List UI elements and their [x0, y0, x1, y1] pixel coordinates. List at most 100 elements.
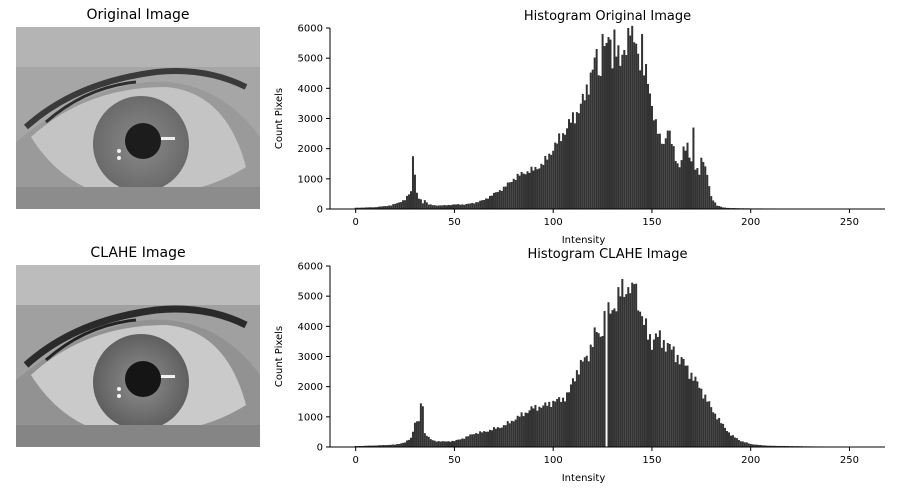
histogram-bar — [779, 445, 782, 447]
histogram-bar — [585, 84, 588, 209]
histogram-bar — [569, 384, 572, 447]
histogram-bar — [374, 445, 377, 447]
histogram-bar — [619, 296, 622, 447]
histogram-bar — [603, 46, 606, 210]
histogram-bar — [631, 282, 634, 447]
histogram-bar — [386, 445, 389, 447]
histogram-bar — [637, 310, 640, 447]
histogram-bar — [652, 339, 655, 447]
histogram-bar — [532, 408, 535, 447]
histogram-bar — [688, 157, 691, 209]
histogram-bar — [451, 440, 454, 447]
histogram-bar — [702, 161, 705, 209]
histogram-bar — [581, 93, 584, 209]
histogram-bar — [718, 417, 721, 447]
histogram-bar — [463, 204, 466, 209]
histogram-bar — [625, 294, 628, 447]
histogram-bar — [694, 169, 697, 209]
histogram-clahe-chart: Histogram CLAHE Image 0 50 100 150 200 250 0 100… — [274, 247, 885, 484]
histogram-bar — [562, 133, 565, 209]
histogram-bar — [607, 302, 610, 447]
histogram-bar — [536, 169, 539, 209]
histogram-bar — [554, 401, 557, 447]
histogram-bar — [566, 128, 569, 209]
histogram-bar — [686, 142, 689, 209]
histogram-bar — [465, 436, 468, 447]
histogram-bar — [656, 133, 659, 209]
histogram-bar — [672, 146, 675, 209]
histogram-bar — [544, 155, 547, 209]
histogram-bar — [372, 445, 375, 447]
histogram-bar — [360, 445, 363, 447]
histogram-bar — [710, 196, 713, 209]
histogram-bar — [724, 207, 727, 209]
histogram-bar — [613, 29, 616, 210]
histogram-bar — [502, 186, 505, 209]
histogram-bar — [421, 203, 424, 209]
histogram-bar — [494, 192, 497, 209]
histogram-bar — [591, 69, 594, 210]
histogram-bar — [621, 279, 624, 447]
histogram-bar — [692, 127, 695, 209]
x-axis-label: Intensity — [562, 473, 606, 484]
histogram-bar — [726, 207, 729, 209]
histogram-bar — [727, 207, 730, 209]
histogram-bar — [556, 398, 559, 447]
histogram-bar — [437, 205, 440, 209]
histogram-bar — [467, 203, 470, 209]
histogram-bar — [524, 412, 527, 447]
histogram-bar — [415, 192, 418, 209]
histogram-bar — [522, 416, 525, 447]
histogram-bar — [445, 205, 448, 209]
histogram-bar — [419, 403, 422, 447]
histogram-bar — [358, 445, 361, 447]
histogram-bar — [615, 311, 618, 447]
histogram-bar — [404, 200, 407, 209]
histogram-bar — [492, 427, 495, 447]
histogram-bar — [455, 439, 458, 447]
histogram-bar — [682, 146, 685, 209]
histogram-bar — [743, 442, 746, 447]
x-tick-label: 0 — [352, 217, 358, 228]
histogram-bar — [749, 443, 752, 447]
histogram-bar — [716, 419, 719, 447]
histogram-bar — [593, 57, 596, 209]
histogram-bar — [473, 434, 476, 447]
histogram-bar — [585, 355, 588, 447]
histogram-bar — [660, 347, 663, 447]
histogram-bar — [635, 283, 638, 447]
histogram-bar — [388, 205, 391, 209]
histogram-bar — [611, 310, 614, 447]
histogram-bar — [639, 70, 642, 209]
histogram-bar — [439, 441, 442, 447]
histogram-bar — [635, 43, 638, 209]
histogram-bar — [726, 431, 729, 447]
histogram-bar — [589, 72, 592, 209]
histogram-bar — [524, 174, 527, 209]
histogram-bar — [512, 421, 515, 447]
histogram-bar — [564, 134, 567, 209]
histogram-bar — [479, 431, 482, 447]
histogram-bar — [607, 37, 610, 209]
histogram-bar — [599, 75, 602, 209]
histogram-bar — [447, 441, 450, 447]
x-tick-label: 100 — [544, 217, 563, 228]
histogram-bar — [694, 376, 697, 447]
histogram-bar — [548, 153, 551, 209]
histogram-bar — [712, 200, 715, 209]
histogram-bar — [394, 444, 397, 447]
histogram-bar — [400, 443, 403, 447]
histogram-bar — [492, 192, 495, 209]
histogram-bar — [755, 444, 758, 447]
histogram-bar — [603, 311, 606, 447]
histogram-bar — [658, 133, 661, 209]
histogram-bar — [619, 65, 622, 210]
histogram-bar — [366, 445, 369, 447]
histogram-bar — [575, 112, 578, 209]
histogram-bar — [398, 443, 401, 447]
histogram-bar — [648, 334, 651, 447]
histogram-bar — [668, 130, 671, 209]
y-tick-label: 0 — [317, 443, 323, 454]
y-tick-label: 5000 — [298, 292, 323, 303]
histogram-bar — [759, 445, 762, 447]
